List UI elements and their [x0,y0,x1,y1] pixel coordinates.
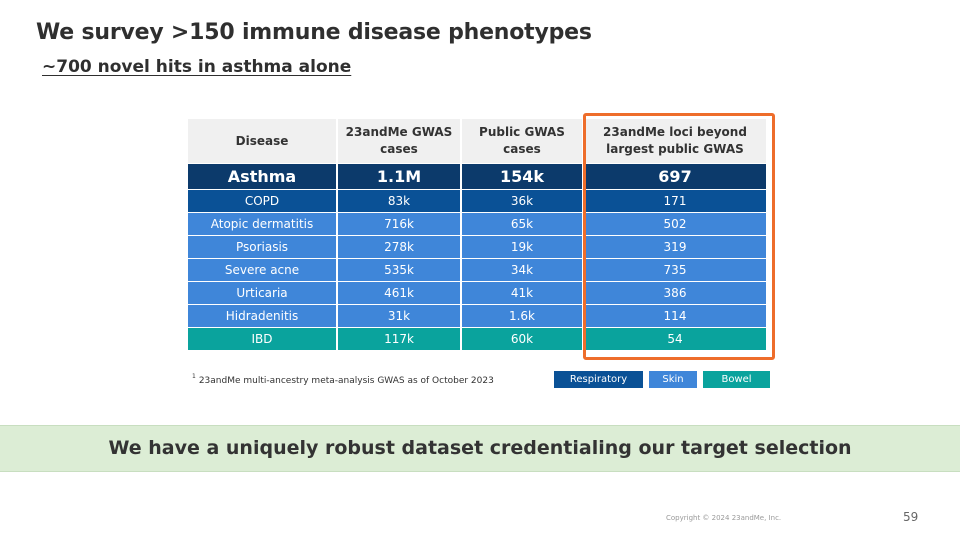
table-row: Severe acne 535k 34k 735 [188,259,766,281]
copyright-notice: Copyright © 2024 23andMe, Inc. [666,514,782,522]
header-public-cases: Public GWAS cases [462,119,582,163]
loci-cell: 114 [584,305,766,327]
legend-skin: Skin [649,371,697,388]
disease-cell: Urticaria [188,282,336,304]
category-legend: Respiratory Skin Bowel [554,371,770,388]
loci-cell: 502 [584,213,766,235]
gwas-cases-cell: 83k [338,190,460,212]
public-cases-cell: 19k [462,236,582,258]
disease-cell: Atopic dermatitis [188,213,336,235]
table-row: COPD 83k 36k 171 [188,190,766,212]
table-row: IBD 117k 60k 54 [188,328,766,350]
public-cases-cell: 60k [462,328,582,350]
footnote-marker: 1 [192,373,196,380]
gwas-cases-cell: 31k [338,305,460,327]
gwas-cases-cell: 117k [338,328,460,350]
disease-cell: Psoriasis [188,236,336,258]
disease-table: Disease 23andMe GWAS cases Public GWAS c… [186,118,768,351]
disease-cell: COPD [188,190,336,212]
public-cases-cell: 36k [462,190,582,212]
loci-cell: 735 [584,259,766,281]
disease-cell: IBD [188,328,336,350]
table-row: Atopic dermatitis 716k 65k 502 [188,213,766,235]
legend-bowel: Bowel [703,371,770,388]
loci-column-highlight [583,113,775,360]
public-cases-cell: 154k [462,164,582,189]
header-loci: 23andMe loci beyond largest public GWAS [584,119,766,163]
loci-cell: 319 [584,236,766,258]
page-number: 59 [903,510,919,524]
table-row: Psoriasis 278k 19k 319 [188,236,766,258]
header-disease: Disease [188,119,336,163]
slide-title: We survey >150 immune disease phenotypes [36,20,592,45]
takeaway-banner: We have a uniquely robust dataset creden… [0,425,960,472]
table-row: Hidradenitis 31k 1.6k 114 [188,305,766,327]
gwas-cases-cell: 461k [338,282,460,304]
public-cases-cell: 41k [462,282,582,304]
legend-respiratory: Respiratory [554,371,643,388]
loci-cell: 386 [584,282,766,304]
table-row-asthma: Asthma 1.1M 154k 697 [188,164,766,189]
public-cases-cell: 65k [462,213,582,235]
table-header-row: Disease 23andMe GWAS cases Public GWAS c… [188,119,766,163]
disease-cell: Asthma [188,164,336,189]
loci-cell: 54 [584,328,766,350]
footnote-text: 23andMe multi-ancestry meta-analysis GWA… [198,376,494,386]
public-cases-cell: 1.6k [462,305,582,327]
disease-cell: Severe acne [188,259,336,281]
table-row: Urticaria 461k 41k 386 [188,282,766,304]
slide-subtitle: ~700 novel hits in asthma alone [42,57,352,77]
footnote: 1 23andMe multi-ancestry meta-analysis GW… [192,373,494,386]
public-cases-cell: 34k [462,259,582,281]
gwas-cases-cell: 716k [338,213,460,235]
gwas-cases-cell: 278k [338,236,460,258]
gwas-cases-cell: 1.1M [338,164,460,189]
disease-cell: Hidradenitis [188,305,336,327]
loci-cell: 697 [584,164,766,189]
loci-cell: 171 [584,190,766,212]
gwas-cases-cell: 535k [338,259,460,281]
header-23andme-cases: 23andMe GWAS cases [338,119,460,163]
